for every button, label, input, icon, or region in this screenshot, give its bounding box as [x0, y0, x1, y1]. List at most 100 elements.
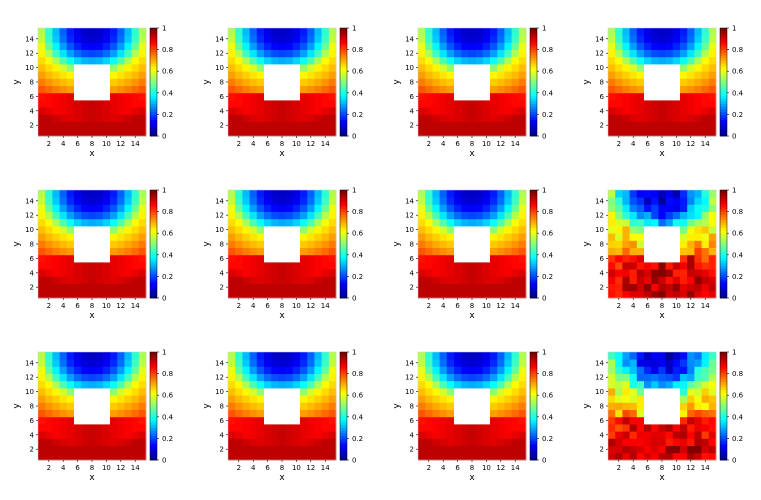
heatmap-cell — [504, 35, 512, 43]
heatmap-cell — [242, 190, 250, 198]
heatmap-cell — [138, 64, 147, 72]
colorbar-segment — [530, 397, 537, 401]
heatmap-cell — [651, 78, 659, 86]
colorbar-segment — [720, 125, 727, 129]
heatmap-cell — [38, 78, 46, 86]
heatmap-cell — [687, 226, 695, 234]
heatmap-cell — [321, 373, 330, 382]
heatmap-cell — [497, 35, 505, 43]
heatmap-cell — [694, 395, 702, 403]
colorbar-tick-label: 0.8 — [542, 46, 553, 54]
heatmap-cell — [292, 100, 301, 108]
heatmap-cell — [708, 197, 717, 205]
colorbar-tick-label: 0.2 — [542, 273, 553, 281]
heatmap-cell — [461, 233, 469, 241]
heatmap-cell — [680, 71, 688, 79]
heatmap-cell — [687, 290, 695, 299]
heatmap-cell — [271, 197, 279, 205]
heatmap-cell — [475, 107, 484, 115]
heatmap-cell — [138, 431, 147, 439]
heatmap-cell — [622, 56, 630, 65]
heatmap-cell — [300, 35, 308, 43]
heatmap-cell — [665, 269, 674, 277]
colorbar-segment — [530, 219, 537, 223]
heatmap-cell — [636, 197, 645, 205]
heatmap-cell — [425, 190, 433, 198]
heatmap-cell — [45, 100, 53, 108]
colorbar-segment — [150, 90, 157, 94]
colorbar-segment — [150, 214, 157, 218]
colorbar-segment — [530, 92, 537, 96]
heatmap-cell — [497, 64, 505, 72]
heatmap-cell — [228, 262, 236, 270]
heatmap-cell — [636, 204, 645, 212]
heatmap-cell — [131, 78, 140, 86]
heatmap-cell — [256, 445, 265, 454]
heatmap-cell — [701, 226, 710, 234]
y-tick-label: 14 — [215, 359, 224, 367]
heatmap-cell — [446, 402, 455, 410]
heatmap-cell — [672, 388, 681, 396]
heatmap-cell — [328, 416, 337, 425]
heatmap-cell — [81, 445, 89, 454]
heatmap-cell — [672, 56, 681, 65]
colorbar-segment — [720, 295, 727, 299]
heatmap-cell — [608, 197, 616, 205]
heatmap-cell — [124, 388, 132, 396]
heatmap-cell — [694, 78, 702, 86]
heatmap-cell — [694, 211, 702, 220]
colorbar-segment — [340, 225, 347, 229]
heatmap-cell — [701, 262, 710, 270]
heatmap-cell — [38, 283, 46, 292]
heatmap-cell — [482, 240, 491, 248]
colorbar-segment — [720, 389, 727, 393]
heatmap-cell — [468, 424, 476, 432]
heatmap-cell — [88, 424, 96, 432]
y-tick-label: 10 — [25, 226, 34, 234]
heatmap-cell — [52, 388, 60, 396]
heatmap-cell — [504, 107, 512, 115]
heatmap-cell — [622, 359, 630, 367]
colorbar-segment — [530, 268, 537, 272]
heatmap-cell — [432, 388, 440, 396]
heatmap-cell — [110, 262, 118, 270]
y-tick-label: 14 — [595, 197, 604, 205]
colorbar-segment — [530, 295, 537, 299]
colorbar-segment — [340, 430, 347, 434]
heatmap-cell — [672, 452, 681, 461]
heatmap-cell — [468, 85, 476, 94]
heatmap-cell — [490, 359, 498, 367]
heatmap-cell — [59, 204, 68, 212]
heatmap-cell — [680, 359, 688, 367]
y-tick-label: 12 — [25, 50, 34, 58]
heatmap-cell — [636, 373, 645, 382]
heatmap-cell — [651, 56, 659, 65]
heatmap-cell — [59, 85, 68, 94]
heatmap-cell — [418, 197, 426, 205]
heatmap-cell — [658, 247, 666, 256]
heatmap-cell — [271, 424, 279, 432]
heatmap-cell — [454, 204, 462, 212]
heatmap-cell — [665, 128, 674, 137]
colorbar-segment — [340, 252, 347, 256]
heatmap-cell — [665, 380, 674, 389]
heatmap-cell — [511, 211, 520, 220]
heatmap-cell — [321, 352, 330, 360]
heatmap-cell — [285, 402, 294, 410]
heatmap-cell — [629, 211, 638, 220]
colorbar-segment — [340, 60, 347, 64]
heatmap-cell — [314, 49, 322, 58]
colorbar-segment — [530, 65, 537, 69]
colorbar-segment — [150, 406, 157, 410]
heatmap-cell — [425, 218, 433, 227]
heatmap-cell — [482, 71, 491, 79]
heatmap-cell — [81, 92, 89, 101]
heatmap-cell — [454, 395, 462, 403]
colorbar-segment — [150, 370, 157, 374]
heatmap-cell — [629, 197, 638, 205]
heatmap-cell — [110, 366, 118, 374]
heatmap-cell — [708, 226, 717, 234]
heatmap-cell — [425, 247, 433, 256]
heatmap-cell — [672, 226, 681, 234]
